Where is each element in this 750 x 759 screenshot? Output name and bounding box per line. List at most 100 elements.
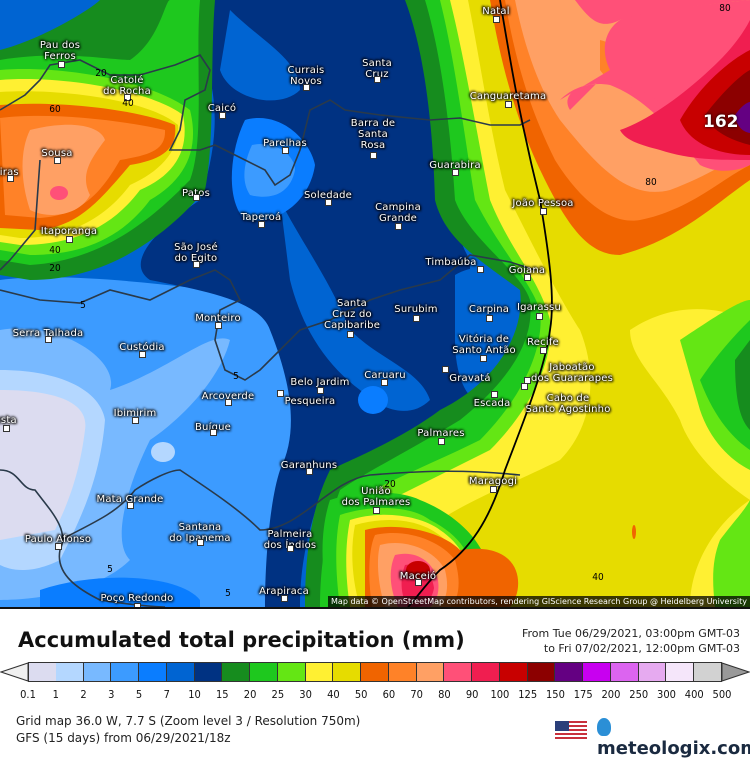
legend-swatch xyxy=(166,662,195,682)
city-label: Patos xyxy=(182,188,210,199)
city-marker[interactable] xyxy=(491,391,498,398)
city-label: Taperoá xyxy=(240,212,282,223)
legend-tick-label: 200 xyxy=(601,688,621,701)
contour-label: 5 xyxy=(80,300,86,311)
city-label: Cajazeiras xyxy=(0,167,19,178)
legend-swatch xyxy=(194,662,223,682)
city-label: Soledade xyxy=(304,190,352,201)
city-marker[interactable] xyxy=(281,595,288,602)
city-marker[interactable] xyxy=(219,112,226,119)
city-marker[interactable] xyxy=(521,383,528,390)
city-marker[interactable] xyxy=(490,486,497,493)
precipitation-map[interactable]: Pau dos Ferros Catolé do Rocha Caicó Currai… xyxy=(0,0,750,609)
city-label: Parelhas xyxy=(263,138,307,149)
city-marker[interactable] xyxy=(282,147,289,154)
city-label: Surubim xyxy=(394,304,438,315)
city-marker[interactable] xyxy=(215,322,222,329)
contour-label: 40 xyxy=(592,572,604,583)
legend-tick-label: 150 xyxy=(545,688,565,701)
city-marker[interactable] xyxy=(524,274,531,281)
meteologix-logo[interactable]: meteologix.com xyxy=(597,717,750,759)
city-marker[interactable] xyxy=(303,84,310,91)
city-marker[interactable] xyxy=(317,387,324,394)
city-marker[interactable] xyxy=(210,429,217,436)
legend-swatch xyxy=(583,662,611,682)
city-marker[interactable] xyxy=(413,315,420,322)
city-marker[interactable] xyxy=(493,16,500,23)
contour-label: 20 xyxy=(384,479,396,490)
city-label: Palmares xyxy=(417,428,465,439)
us-flag-icon[interactable] xyxy=(555,721,587,741)
city-marker[interactable] xyxy=(124,94,131,101)
city-label: Garanhuns xyxy=(280,460,338,471)
map-attribution[interactable]: Map data © OpenStreetMap contributors, r… xyxy=(328,596,750,607)
city-label: Palmeira dos Índios xyxy=(263,529,317,551)
city-label: Catolé do Rocha xyxy=(103,75,151,97)
legend-arrows xyxy=(0,662,750,682)
city-marker[interactable] xyxy=(258,221,265,228)
city-marker[interactable] xyxy=(540,347,547,354)
city-marker[interactable] xyxy=(193,194,200,201)
city-marker[interactable] xyxy=(7,175,14,182)
city-label: Monteiro xyxy=(195,313,241,324)
legend-tick-label: 100 xyxy=(490,688,510,701)
city-marker[interactable] xyxy=(193,261,200,268)
city-marker[interactable] xyxy=(132,417,139,424)
city-marker[interactable] xyxy=(197,539,204,546)
city-marker[interactable] xyxy=(480,355,487,362)
city-label: Buíque xyxy=(194,422,232,433)
city-marker[interactable] xyxy=(55,543,62,550)
city-label: Poço Redondo xyxy=(100,593,174,604)
legend-tick-label: 0.1 xyxy=(20,688,36,701)
legend-tick-label: 300 xyxy=(657,688,676,701)
city-marker[interactable] xyxy=(536,313,543,320)
city-marker[interactable] xyxy=(442,366,449,373)
city-marker[interactable] xyxy=(127,502,134,509)
coastline xyxy=(407,0,553,607)
city-marker[interactable] xyxy=(395,223,402,230)
city-label: São José do Egito xyxy=(174,242,218,264)
contour-label: 60 xyxy=(49,104,61,115)
city-marker[interactable] xyxy=(381,379,388,386)
city-marker[interactable] xyxy=(438,438,445,445)
city-marker[interactable] xyxy=(373,507,380,514)
city-label: Igarassu xyxy=(516,302,562,313)
city-label: Santa Cruz xyxy=(362,58,392,80)
city-marker[interactable] xyxy=(540,208,547,215)
city-label: Caicó xyxy=(207,103,237,114)
legend-swatch xyxy=(222,662,251,682)
city-marker[interactable] xyxy=(225,399,232,406)
city-marker[interactable] xyxy=(415,579,422,586)
city-marker[interactable] xyxy=(277,390,284,397)
legend-tick-label: 2 xyxy=(80,688,87,701)
legend-tick-label: 60 xyxy=(382,688,396,701)
city-label: Itaporanga xyxy=(40,226,98,237)
city-marker[interactable] xyxy=(374,76,381,83)
legend-tick-label: 3 xyxy=(108,688,115,701)
legend-tick-label: 125 xyxy=(518,688,538,701)
city-marker[interactable] xyxy=(54,157,61,164)
period-to: to Fri 07/02/2021, 12:00pm GMT-03 xyxy=(543,642,740,655)
city-marker[interactable] xyxy=(139,351,146,358)
city-marker[interactable] xyxy=(134,603,141,607)
city-marker[interactable] xyxy=(287,545,294,552)
city-marker[interactable] xyxy=(3,425,10,432)
legend-swatch xyxy=(416,662,445,682)
legend-tick-label: 50 xyxy=(354,688,368,701)
city-marker[interactable] xyxy=(452,169,459,176)
city-marker[interactable] xyxy=(486,315,493,322)
city-marker[interactable] xyxy=(477,266,484,273)
city-marker[interactable] xyxy=(45,336,52,343)
city-marker[interactable] xyxy=(66,236,73,243)
city-marker[interactable] xyxy=(505,101,512,108)
city-marker[interactable] xyxy=(370,152,377,159)
city-marker[interactable] xyxy=(58,61,65,68)
city-marker[interactable] xyxy=(325,199,332,206)
legend-swatch xyxy=(250,662,278,682)
contour-label: 20 xyxy=(49,263,61,274)
precipitation-field xyxy=(0,0,750,607)
city-marker[interactable] xyxy=(306,468,313,475)
city-marker[interactable] xyxy=(524,377,531,384)
city-marker[interactable] xyxy=(347,331,354,338)
legend-swatch xyxy=(388,662,417,682)
